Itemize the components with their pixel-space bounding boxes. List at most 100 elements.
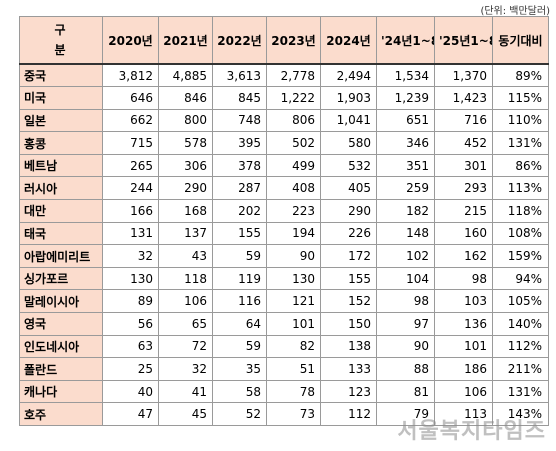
table-row: 베트남 265 306 378 499 532 351 301 86% (19, 153, 549, 178)
value-cell: 223 (266, 199, 321, 223)
value-cell: 150 (320, 312, 377, 336)
value-cell: 138 (320, 334, 377, 359)
value-cell: 502 (266, 131, 321, 155)
value-cell: 162 (434, 244, 493, 268)
table-row: 호주 47 45 52 73 112 79 113 143% (19, 402, 549, 426)
value-cell: 137 (158, 221, 213, 246)
table-row: 말레이시아 89 106 116 121 152 98 103 105% (19, 289, 549, 314)
table-row: 홍콩 715 578 395 502 580 346 452 131% (19, 131, 549, 155)
header-col: 2022년 (212, 16, 267, 65)
country-cell: 호주 (19, 402, 103, 426)
change-rate-cell: 131% (492, 131, 549, 155)
change-rate-cell: 112% (492, 334, 549, 359)
value-cell: 51 (266, 357, 321, 381)
value-cell: 32 (158, 357, 213, 381)
change-rate-cell: 131% (492, 379, 549, 404)
country-cell: 태국 (19, 221, 103, 246)
value-cell: 65 (158, 312, 213, 336)
value-cell: 136 (434, 312, 493, 336)
change-rate-cell: 105% (492, 289, 549, 314)
value-cell: 3,812 (102, 63, 159, 88)
country-cell: 미국 (19, 86, 103, 110)
header-category: 구 분 (19, 16, 103, 65)
change-rate-cell: 94% (492, 266, 549, 291)
value-cell: 148 (376, 221, 435, 246)
table-row: 인도네시아 63 72 59 82 138 90 101 112% (19, 334, 549, 359)
change-rate-cell: 110% (492, 108, 549, 133)
value-cell: 532 (320, 153, 377, 178)
value-cell: 59 (212, 334, 267, 359)
country-cell: 아랍에미리트 (19, 244, 103, 268)
value-cell: 452 (434, 131, 493, 155)
value-cell: 290 (158, 176, 213, 201)
value-cell: 2,494 (320, 63, 377, 88)
value-cell: 301 (434, 153, 493, 178)
table-row: 캐나다 40 41 58 78 123 81 106 131% (19, 379, 549, 404)
value-cell: 72 (158, 334, 213, 359)
value-cell: 1,222 (266, 86, 321, 110)
table-row: 일본 662 800 748 806 1,041 651 716 110% (19, 108, 549, 133)
value-cell: 578 (158, 131, 213, 155)
value-cell: 41 (158, 379, 213, 404)
header-category-top: 구 (54, 23, 68, 37)
value-cell: 378 (212, 153, 267, 178)
value-cell: 78 (266, 379, 321, 404)
header-col: '24년1~8월 (376, 16, 435, 65)
change-rate-cell: 86% (492, 153, 549, 178)
header-col: 2023년 (266, 16, 321, 65)
value-cell: 133 (320, 357, 377, 381)
value-cell: 64 (212, 312, 267, 336)
country-cell: 영국 (19, 312, 103, 336)
value-cell: 259 (376, 176, 435, 201)
value-cell: 646 (102, 86, 159, 110)
header-category-bottom: 분 (54, 43, 68, 57)
table-row: 영국 56 65 64 101 150 97 136 140% (19, 312, 549, 336)
value-cell: 3,613 (212, 63, 267, 88)
value-cell: 186 (434, 357, 493, 381)
header-col: 2020년 (102, 16, 159, 65)
country-cell: 대만 (19, 199, 103, 223)
country-cell: 인도네시아 (19, 334, 103, 359)
unit-note: (단위: 백만달러) (480, 6, 550, 17)
value-cell: 168 (158, 199, 213, 223)
value-cell: 56 (102, 312, 159, 336)
value-cell: 846 (158, 86, 213, 110)
country-cell: 말레이시아 (19, 289, 103, 314)
value-cell: 1,370 (434, 63, 493, 88)
value-cell: 806 (266, 108, 321, 133)
export-table: 구 분 2020년 2021년 2022년 2023년 2024년 '24년1~… (19, 16, 549, 426)
value-cell: 73 (266, 402, 321, 426)
value-cell: 112 (320, 402, 377, 426)
value-cell: 351 (376, 153, 435, 178)
value-cell: 130 (266, 266, 321, 291)
change-rate-cell: 143% (492, 402, 549, 426)
change-rate-cell: 89% (492, 63, 549, 88)
value-cell: 172 (320, 244, 377, 268)
value-cell: 1,534 (376, 63, 435, 88)
value-cell: 716 (434, 108, 493, 133)
value-cell: 52 (212, 402, 267, 426)
table-row: 미국 646 846 845 1,222 1,903 1,239 1,423 115% (19, 86, 549, 110)
value-cell: 81 (376, 379, 435, 404)
table-row: 대만 166 168 202 223 290 182 215 118% (19, 199, 549, 223)
value-cell: 405 (320, 176, 377, 201)
value-cell: 715 (102, 131, 159, 155)
country-cell: 홍콩 (19, 131, 103, 155)
country-cell: 베트남 (19, 153, 103, 178)
value-cell: 4,885 (158, 63, 213, 88)
value-cell: 580 (320, 131, 377, 155)
table-row: 중국 3,812 4,885 3,613 2,778 2,494 1,534 1,370 89% (19, 63, 549, 88)
value-cell: 290 (320, 199, 377, 223)
value-cell: 182 (376, 199, 435, 223)
value-cell: 113 (434, 402, 493, 426)
value-cell: 202 (212, 199, 267, 223)
value-cell: 194 (266, 221, 321, 246)
country-cell: 캐나다 (19, 379, 103, 404)
value-cell: 408 (266, 176, 321, 201)
watermark-logo: 서울복지타임즈 (397, 419, 546, 444)
value-cell: 131 (102, 221, 159, 246)
change-rate-cell: 115% (492, 86, 549, 110)
value-cell: 1,239 (376, 86, 435, 110)
value-cell: 116 (212, 289, 267, 314)
country-cell: 폴란드 (19, 357, 103, 381)
